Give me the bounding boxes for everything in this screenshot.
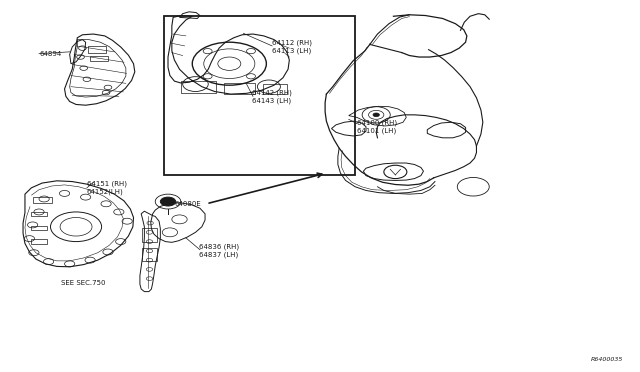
Text: 64151 (RH)
64152(LH): 64151 (RH) 64152(LH) [87, 180, 127, 195]
Text: 64894: 64894 [39, 51, 61, 57]
Circle shape [161, 197, 175, 206]
Bar [164, 16, 355, 175]
Bar [33, 198, 52, 203]
Bar [31, 226, 47, 231]
Bar [143, 248, 157, 261]
Bar [31, 239, 47, 244]
Bar [90, 55, 108, 61]
Text: 64100 (RH)
64101 (LH): 64100 (RH) 64101 (LH) [357, 119, 397, 134]
Text: R6400035: R6400035 [591, 357, 623, 362]
Circle shape [373, 113, 380, 117]
Text: SEE SEC.750: SEE SEC.750 [61, 280, 106, 286]
Text: 64112 (RH)
64113 (LH): 64112 (RH) 64113 (LH) [272, 40, 312, 54]
Bar [180, 81, 216, 93]
Text: 64836 (RH)
64837 (LH): 64836 (RH) 64837 (LH) [198, 244, 239, 258]
Bar [88, 46, 106, 52]
Bar [224, 83, 255, 94]
Bar [143, 228, 157, 242]
Text: 64142 (RH)
64143 (LH): 64142 (RH) 64143 (LH) [252, 90, 292, 104]
Bar [31, 212, 47, 217]
Bar [262, 84, 287, 94]
Text: 64080E: 64080E [174, 201, 201, 207]
